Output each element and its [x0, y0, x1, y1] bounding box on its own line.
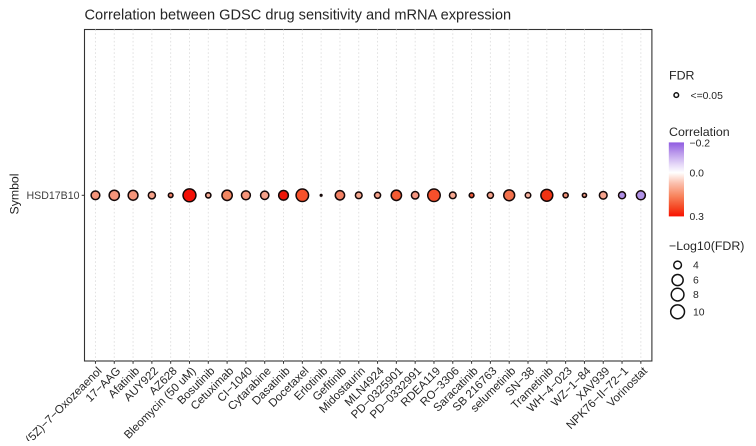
svg-text:4: 4: [693, 261, 699, 272]
svg-text:6: 6: [693, 276, 699, 287]
svg-text:−Log10(FDR): −Log10(FDR): [669, 239, 744, 253]
svg-text:−0.2: −0.2: [690, 139, 711, 150]
svg-text:Correlation between GDSC drug: Correlation between GDSC drug sensitivit…: [85, 8, 512, 24]
svg-text:8: 8: [693, 290, 699, 301]
svg-text:0.3: 0.3: [690, 212, 705, 223]
svg-text:Correlation: Correlation: [669, 125, 730, 139]
svg-text:<=0.05: <=0.05: [691, 91, 724, 102]
svg-text:0.0: 0.0: [690, 169, 705, 180]
svg-text:Symbol: Symbol: [8, 173, 22, 214]
svg-text:FDR: FDR: [669, 69, 695, 83]
svg-text:HSD17B10: HSD17B10: [27, 190, 80, 202]
svg-text:10: 10: [693, 307, 705, 318]
